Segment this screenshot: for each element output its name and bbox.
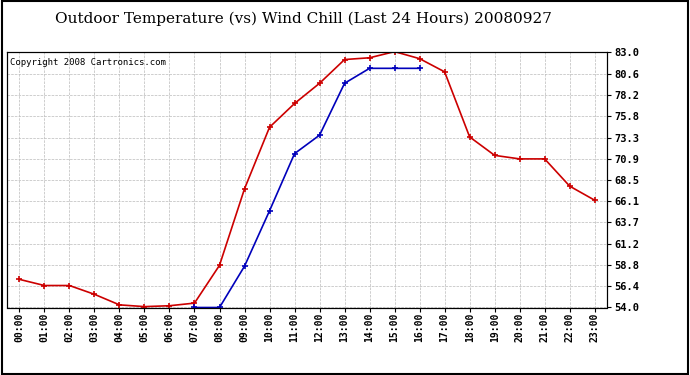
Text: Copyright 2008 Cartronics.com: Copyright 2008 Cartronics.com — [10, 58, 166, 67]
Text: Outdoor Temperature (vs) Wind Chill (Last 24 Hours) 20080927: Outdoor Temperature (vs) Wind Chill (Las… — [55, 11, 552, 26]
